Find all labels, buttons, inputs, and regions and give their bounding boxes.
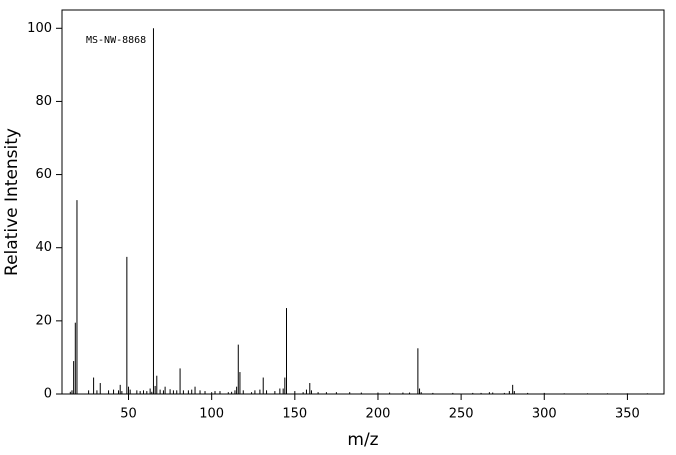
x-tick-label: 150 bbox=[282, 407, 307, 422]
x-tick-label: 200 bbox=[366, 407, 391, 422]
y-tick-label: 0 bbox=[44, 387, 52, 402]
plot-frame bbox=[61, 9, 665, 395]
x-tick-label: 300 bbox=[532, 407, 557, 422]
annotation: MS-NW-8868 bbox=[86, 35, 146, 46]
x-tick-label: 350 bbox=[615, 407, 640, 422]
y-tick-label: 60 bbox=[35, 167, 52, 182]
x-tick-label: 100 bbox=[199, 407, 224, 422]
y-tick-label: 80 bbox=[35, 94, 52, 109]
x-axis-label: m/z bbox=[347, 430, 378, 450]
x-tick-label: 250 bbox=[449, 407, 474, 422]
y-tick-label: 100 bbox=[27, 21, 52, 36]
x-tick-label: 50 bbox=[120, 407, 137, 422]
y-tick-label: 40 bbox=[35, 240, 52, 255]
y-axis-label: Relative Intensity bbox=[2, 128, 22, 276]
y-tick-label: 20 bbox=[35, 313, 52, 328]
